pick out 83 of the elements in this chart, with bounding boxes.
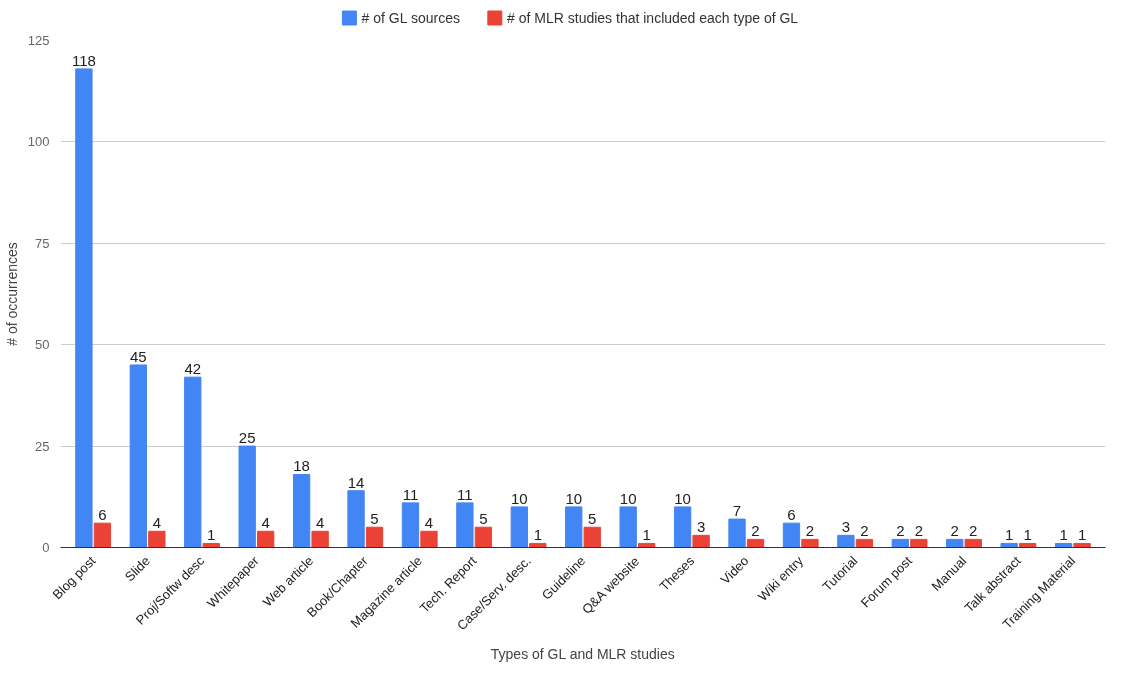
bar: [964, 538, 982, 548]
bar: [148, 530, 166, 548]
bar: [728, 518, 746, 548]
bar: [420, 530, 438, 548]
bar: [238, 445, 256, 548]
data-label: 42: [184, 360, 202, 378]
data-label: 3: [696, 518, 706, 536]
data-label: 1: [1059, 526, 1068, 544]
data-label: 7: [732, 502, 742, 520]
bar: [202, 542, 220, 548]
bar: [184, 376, 202, 548]
bar: [565, 506, 583, 548]
x-axis-title: Types of GL and MLR studies: [490, 646, 675, 663]
bar: [910, 538, 928, 548]
data-label: 2: [805, 522, 815, 540]
bar: [673, 506, 692, 548]
y-tick-label: 125: [27, 33, 50, 48]
data-label: 11: [457, 485, 473, 503]
data-label: 2: [896, 522, 905, 540]
bar: [474, 526, 493, 548]
data-label: 1: [642, 526, 651, 544]
data-label: 2: [950, 522, 959, 540]
bar: [692, 534, 710, 548]
y-tick-label: 0: [42, 540, 50, 555]
data-label: 10: [565, 489, 583, 507]
data-label: 1: [1004, 526, 1014, 544]
y-tick-label: 50: [35, 337, 50, 353]
bar: [1000, 542, 1018, 548]
bar: [837, 534, 855, 548]
data-label: 1: [533, 526, 542, 544]
bar: [292, 473, 311, 548]
data-label: 2: [969, 522, 978, 540]
bar: [93, 522, 112, 548]
data-label: 5: [370, 510, 379, 528]
bar: [75, 68, 93, 548]
data-label: 5: [588, 510, 597, 528]
data-label: 11: [402, 485, 419, 503]
y-tick-label: 100: [27, 134, 50, 150]
data-label: 2: [860, 522, 869, 540]
data-label: 118: [71, 51, 96, 69]
bar: [946, 538, 964, 548]
data-label: 4: [424, 514, 434, 532]
data-label: 1: [1077, 526, 1087, 544]
data-label: 1: [1023, 526, 1032, 544]
data-label: 14: [347, 473, 365, 491]
data-label: 4: [315, 514, 325, 532]
bar: [129, 364, 147, 548]
data-label: 10: [619, 489, 637, 507]
bar: [746, 538, 765, 548]
data-label: 4: [261, 514, 270, 532]
data-label: 4: [152, 514, 162, 532]
bar: [583, 526, 601, 548]
data-label: 18: [293, 457, 310, 475]
data-label: 10: [510, 489, 528, 507]
y-tick-label: 25: [35, 438, 50, 454]
data-label: 45: [129, 347, 147, 365]
bar: [1073, 542, 1091, 548]
bar: [855, 538, 874, 548]
data-label: 3: [841, 518, 851, 536]
bar: [365, 526, 384, 548]
data-label: 2: [914, 522, 923, 540]
bar: [529, 542, 547, 548]
bar: [347, 490, 365, 548]
data-label: 6: [787, 506, 796, 524]
bar: [456, 502, 474, 548]
bar: [619, 506, 637, 548]
data-label: 5: [479, 510, 488, 528]
bar: [257, 530, 275, 548]
bar: [891, 538, 909, 548]
y-axis-title: # of occurrences: [3, 242, 20, 346]
bar: [782, 522, 801, 548]
data-label: 1: [207, 526, 216, 544]
data-label: 6: [98, 506, 107, 524]
bar: [401, 502, 420, 548]
legend-label: # of MLR studies that included each type of GL: [507, 10, 799, 26]
data-label: 10: [674, 489, 691, 507]
y-tick-label: 75: [35, 235, 50, 251]
bar: [311, 530, 329, 548]
bar: [801, 538, 819, 548]
data-label: 2: [751, 522, 760, 540]
data-label: 25: [238, 429, 256, 447]
bar: [510, 506, 528, 548]
legend-label: # of GL sources: [361, 10, 460, 26]
